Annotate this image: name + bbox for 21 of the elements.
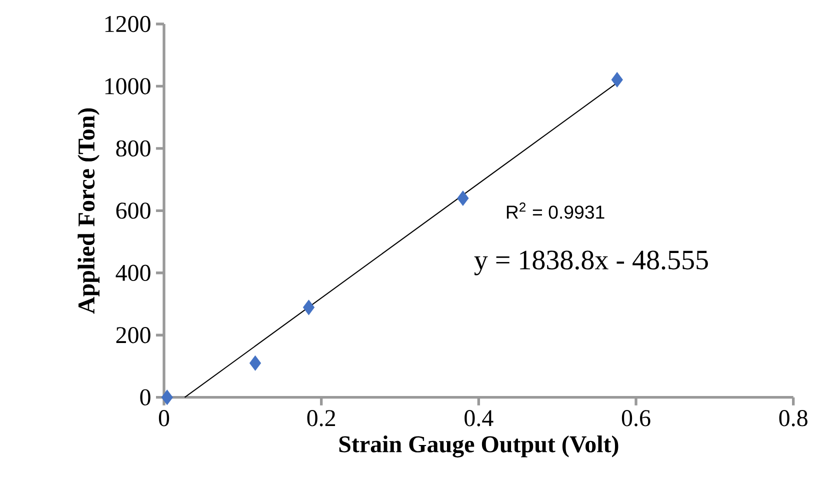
point <box>457 190 469 206</box>
y-tick-label: 1200 <box>105 16 150 32</box>
y-tick-label: 600 <box>116 202 150 219</box>
x-tick-label: 0.8 <box>779 410 808 426</box>
x-tick-label: 0 <box>158 410 170 426</box>
x-axis-title: Strain Gauge Output (Volt) <box>339 435 618 458</box>
point <box>161 390 173 405</box>
x-tick-label: 0.6 <box>622 410 650 426</box>
y-axis-title: Applied Force (Ton) <box>78 108 100 314</box>
y-tick-label: 800 <box>116 140 150 157</box>
y-tick-label: 0 <box>140 389 150 406</box>
y-tick-label: 400 <box>116 264 150 281</box>
annotation: y = 1838.8x - 48.555 <box>474 250 708 276</box>
y-tick-label: 1000 <box>105 78 150 94</box>
x-tick-label: 0.2 <box>307 410 336 426</box>
annotation: R$^{2}$ = 0.9931 <box>506 202 604 219</box>
point <box>302 300 315 316</box>
y-tick-label: 200 <box>116 327 150 344</box>
point <box>249 356 262 371</box>
x-tick-label: 0.4 <box>464 410 494 426</box>
point <box>611 72 623 88</box>
